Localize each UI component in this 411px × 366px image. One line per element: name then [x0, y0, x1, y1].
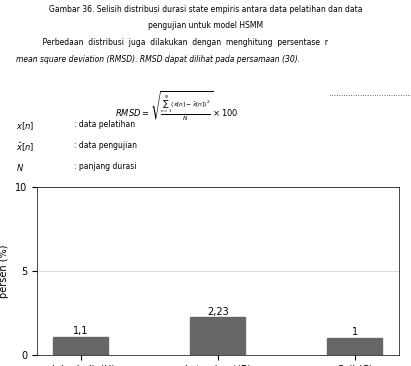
Bar: [190, 317, 245, 355]
Text: 1: 1: [352, 327, 358, 337]
Text: : panjang durasi: : panjang durasi: [74, 162, 136, 171]
Text: : data pengujian: : data pengujian: [74, 141, 137, 150]
Text: $x[n]$: $x[n]$: [16, 120, 35, 132]
Text: : data pelatihan: : data pelatihan: [74, 120, 135, 130]
Text: $\hat{x}[n]$: $\hat{x}[n]$: [16, 141, 35, 154]
Text: $N$: $N$: [16, 162, 25, 173]
Text: 2,23: 2,23: [207, 307, 229, 317]
Text: Gambar 36. Selisih distribusi durasi state empiris antara data pelatihan dan dat: Gambar 36. Selisih distribusi durasi sta…: [49, 5, 362, 14]
Text: Perbedaan  distribusi  juga  dilakukan  dengan  menghitung  persentase  r: Perbedaan distribusi juga dilakukan deng…: [33, 38, 328, 47]
Text: pengujian untuk model HSMM: pengujian untuk model HSMM: [148, 20, 263, 30]
Text: $RMSD = \sqrt{\frac{\sum_{n=1}^{N}(x[n]-\hat{x}[n])^2}{N}} \times 100$: $RMSD = \sqrt{\frac{\sum_{n=1}^{N}(x[n]-…: [115, 89, 239, 123]
Y-axis label: persen (%): persen (%): [0, 244, 9, 298]
Text: 1,1: 1,1: [73, 326, 88, 336]
Bar: [53, 336, 108, 355]
Text: mean square deviation (RMSD). RMSD dapat dilihat pada persamaan (30).: mean square deviation (RMSD). RMSD dapat…: [16, 55, 300, 64]
Text: ..............................................  (30): ........................................…: [329, 89, 411, 98]
Bar: [328, 338, 382, 355]
